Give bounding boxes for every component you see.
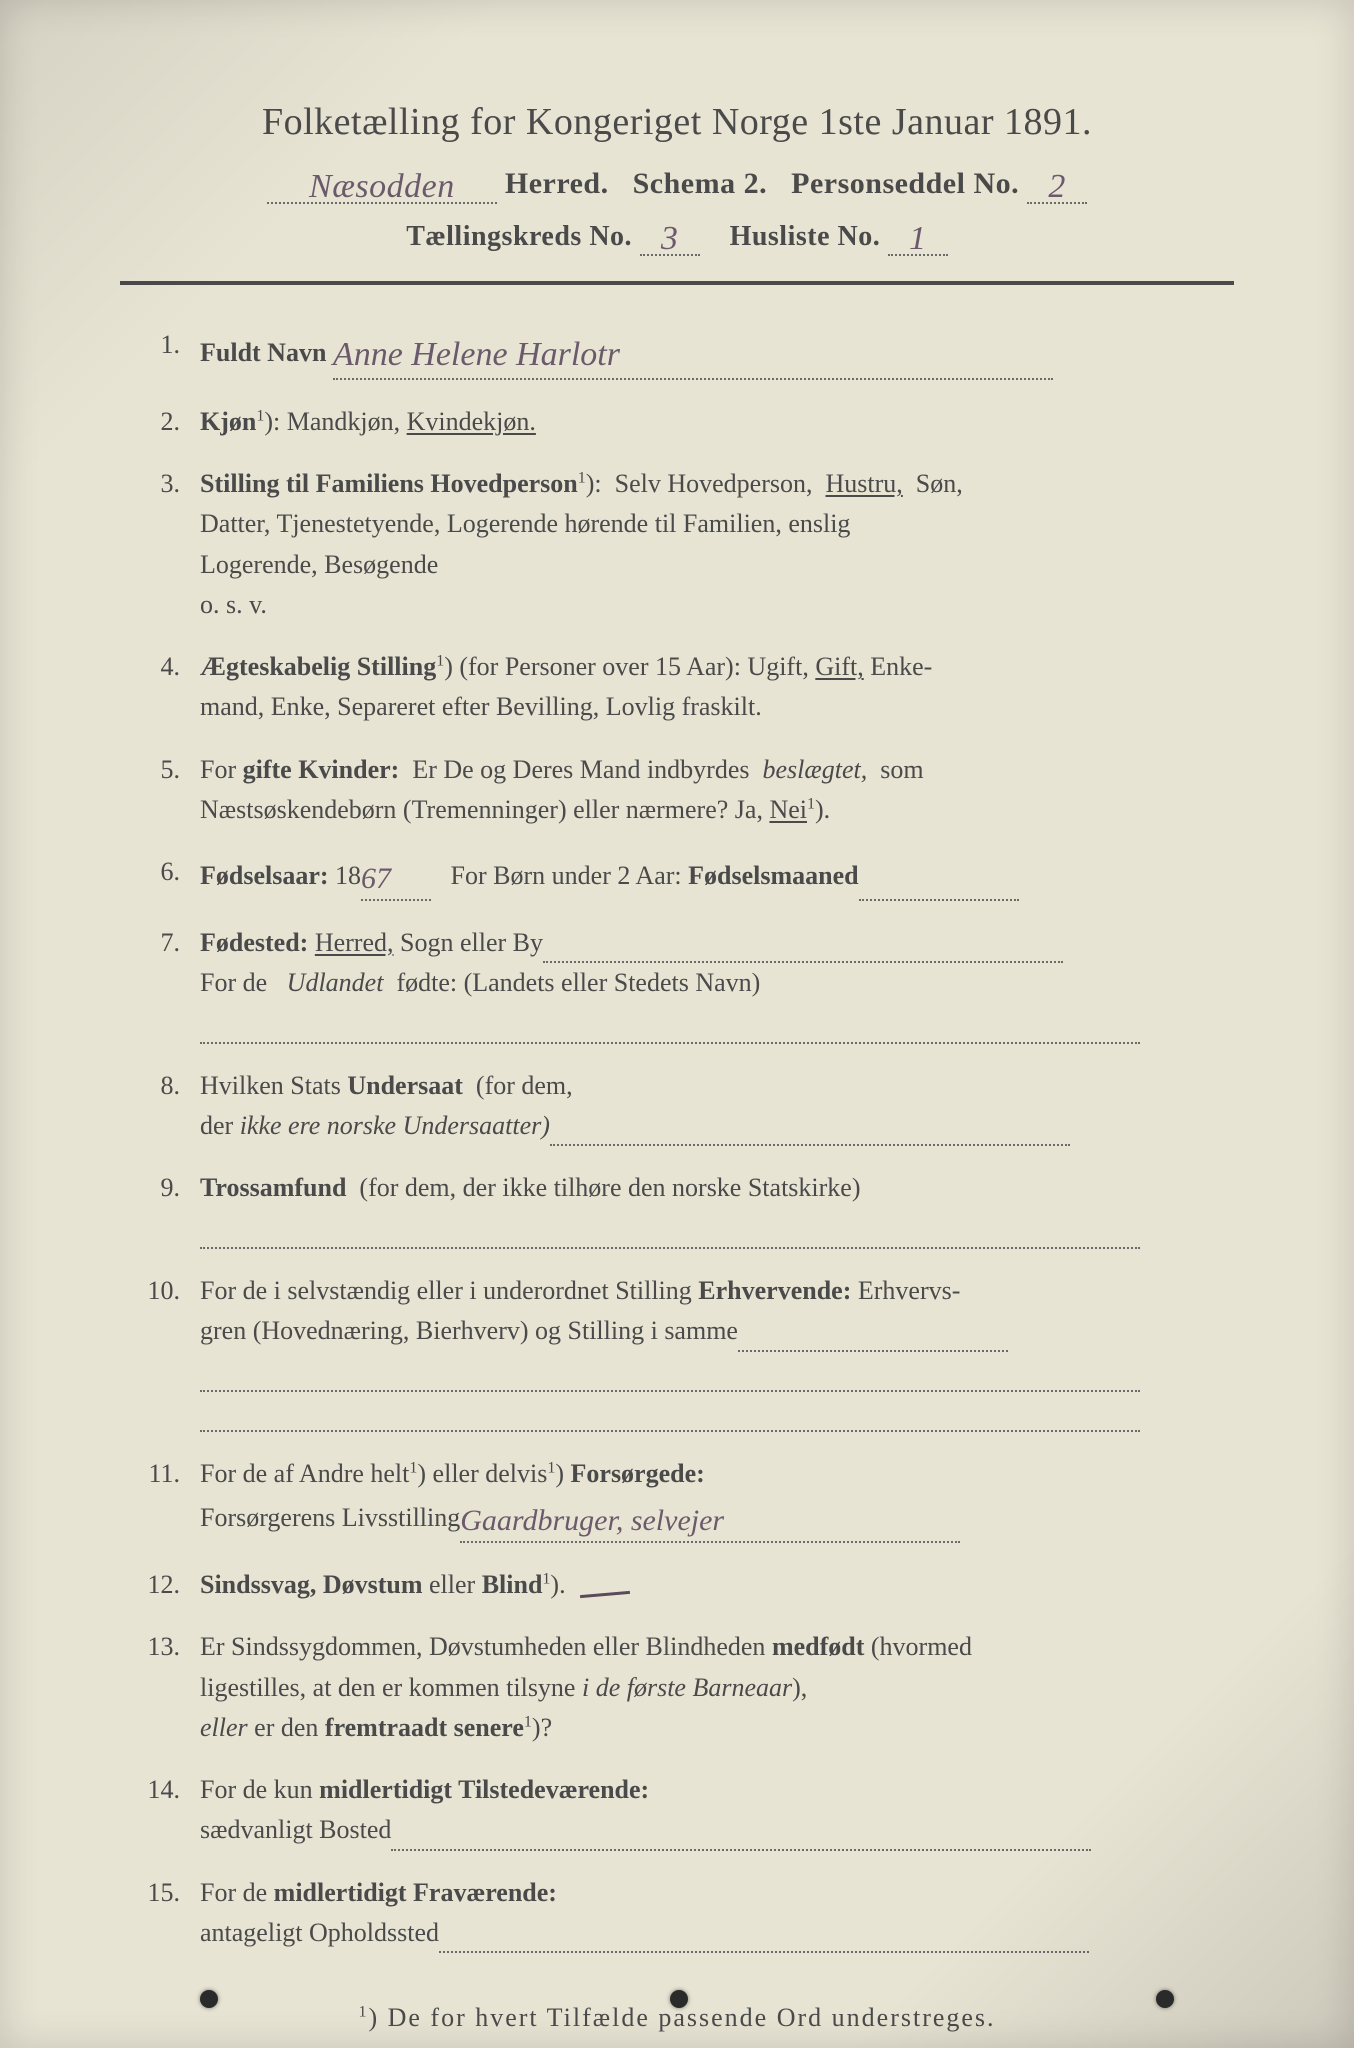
divider: [120, 281, 1234, 285]
livsstilling-value: Gaardbruger, selvejer: [460, 1504, 724, 1537]
birth-year: 67: [361, 862, 391, 895]
row-14: 14. For de kun midlertidigt Tilstedevære…: [130, 1770, 1224, 1851]
row-num: 2.: [130, 402, 200, 442]
row-num: 7.: [130, 923, 200, 963]
row-15: 15. For de midlertidigt Fraværende: anta…: [130, 1873, 1224, 1954]
row-content: Sindssvag, Døvstum eller Blind1).: [200, 1565, 1224, 1605]
row-5: 5. For gifte Kvinder: Er De og Deres Man…: [130, 750, 1224, 831]
herred-selected: Herred,: [315, 928, 394, 957]
row-3: 3. Stilling til Familiens Hovedperson1):…: [130, 464, 1224, 625]
form-title: Folketælling for Kongeriget Norge 1ste J…: [120, 100, 1234, 144]
row-11: 11. For de af Andre helt1) eller delvis1…: [130, 1454, 1224, 1543]
kreds-no: 3: [661, 220, 679, 257]
gift-selected: Gift,: [815, 652, 863, 681]
row-4: 4. Ægteskabelig Stilling1) (for Personer…: [130, 647, 1224, 728]
row-content: Fødselsaar: 1867 For Børn under 2 Aar: F…: [200, 852, 1224, 901]
row-content: Ægteskabelig Stilling1) (for Personer ov…: [200, 647, 1224, 728]
kreds-label: Tællingskreds No.: [406, 221, 632, 252]
hustru-selected: Hustru,: [826, 469, 903, 498]
row-13: 13. Er Sindssygdommen, Døvstumheden elle…: [130, 1627, 1224, 1748]
row-num: 1.: [130, 325, 200, 365]
row-num: 11.: [130, 1454, 200, 1494]
row-num: 6.: [130, 852, 200, 892]
row-2: 2. Kjøn1): Mandkjøn, Kvindekjøn.: [130, 402, 1224, 442]
personseddel-label: Personseddel No.: [791, 167, 1019, 200]
row-content: For de midlertidigt Fraværende: antageli…: [200, 1873, 1224, 1954]
husliste-no: 1: [909, 220, 927, 257]
name-value: Anne Helene Harlotr: [333, 336, 620, 373]
husliste-label: Husliste No.: [730, 221, 881, 252]
punch-hole-icon: [670, 1990, 688, 2008]
row-content: Kjøn1): Mandkjøn, Kvindekjøn.: [200, 402, 1224, 442]
row-content: For gifte Kvinder: Er De og Deres Mand i…: [200, 750, 1224, 831]
herred-value: Næsodden: [309, 168, 455, 205]
row-content: For de af Andre helt1) eller delvis1) Fo…: [200, 1454, 1224, 1543]
row-content: Er Sindssygdommen, Døvstumheden eller Bl…: [200, 1627, 1224, 1748]
row-12: 12. Sindssvag, Døvstum eller Blind1).: [130, 1565, 1224, 1605]
row-num: 12.: [130, 1565, 200, 1605]
row-8: 8. Hvilken Stats Undersaat (for dem, der…: [130, 1066, 1224, 1147]
row-num: 4.: [130, 647, 200, 687]
row-content: Stilling til Familiens Hovedperson1): Se…: [200, 464, 1224, 625]
kvindekjon-selected: Kvindekjøn.: [407, 407, 536, 436]
row-num: 14.: [130, 1770, 200, 1810]
subtitle-line-2: Tællingskreds No. 3 Husliste No. 1: [120, 216, 1234, 256]
personseddel-no: 2: [1048, 168, 1066, 205]
row-content: For de kun midlertidigt Tilstedeværende:…: [200, 1770, 1224, 1851]
row-10: 10. For de i selvstændig eller i underor…: [130, 1271, 1224, 1432]
form-header: Folketælling for Kongeriget Norge 1ste J…: [120, 100, 1234, 256]
row-content: Fødested: Herred, Sogn eller By For de U…: [200, 923, 1224, 1044]
row-num: 9.: [130, 1168, 200, 1208]
row-num: 13.: [130, 1627, 200, 1667]
row-7: 7. Fødested: Herred, Sogn eller By For d…: [130, 923, 1224, 1044]
row-num: 8.: [130, 1066, 200, 1106]
nei-selected: Nei: [769, 795, 807, 824]
subtitle-line-1: Næsodden Herred. Schema 2. Personseddel …: [120, 164, 1234, 204]
punch-hole-icon: [1156, 1990, 1174, 2008]
row-1: 1. Fuldt Navn Anne Helene Harlotr: [130, 325, 1224, 380]
census-form-page: Folketælling for Kongeriget Norge 1ste J…: [0, 0, 1354, 2048]
row-num: 10.: [130, 1271, 200, 1311]
schema-label: Schema 2.: [633, 167, 768, 200]
row-content: Trossamfund (for dem, der ikke tilhøre d…: [200, 1168, 1224, 1249]
row-num: 3.: [130, 464, 200, 504]
herred-label: Herred.: [505, 167, 609, 200]
punch-hole-icon: [200, 1990, 218, 2008]
row-content: Hvilken Stats Undersaat (for dem, der ik…: [200, 1066, 1224, 1147]
form-body: 1. Fuldt Navn Anne Helene Harlotr 2. Kjø…: [120, 325, 1234, 1953]
row-content: For de i selvstændig eller i underordnet…: [200, 1271, 1224, 1432]
row-9: 9. Trossamfund (for dem, der ikke tilhør…: [130, 1168, 1224, 1249]
row-num: 15.: [130, 1873, 200, 1913]
row-content: Fuldt Navn Anne Helene Harlotr: [200, 325, 1224, 380]
row-num: 5.: [130, 750, 200, 790]
row-6: 6. Fødselsaar: 1867 For Børn under 2 Aar…: [130, 852, 1224, 901]
